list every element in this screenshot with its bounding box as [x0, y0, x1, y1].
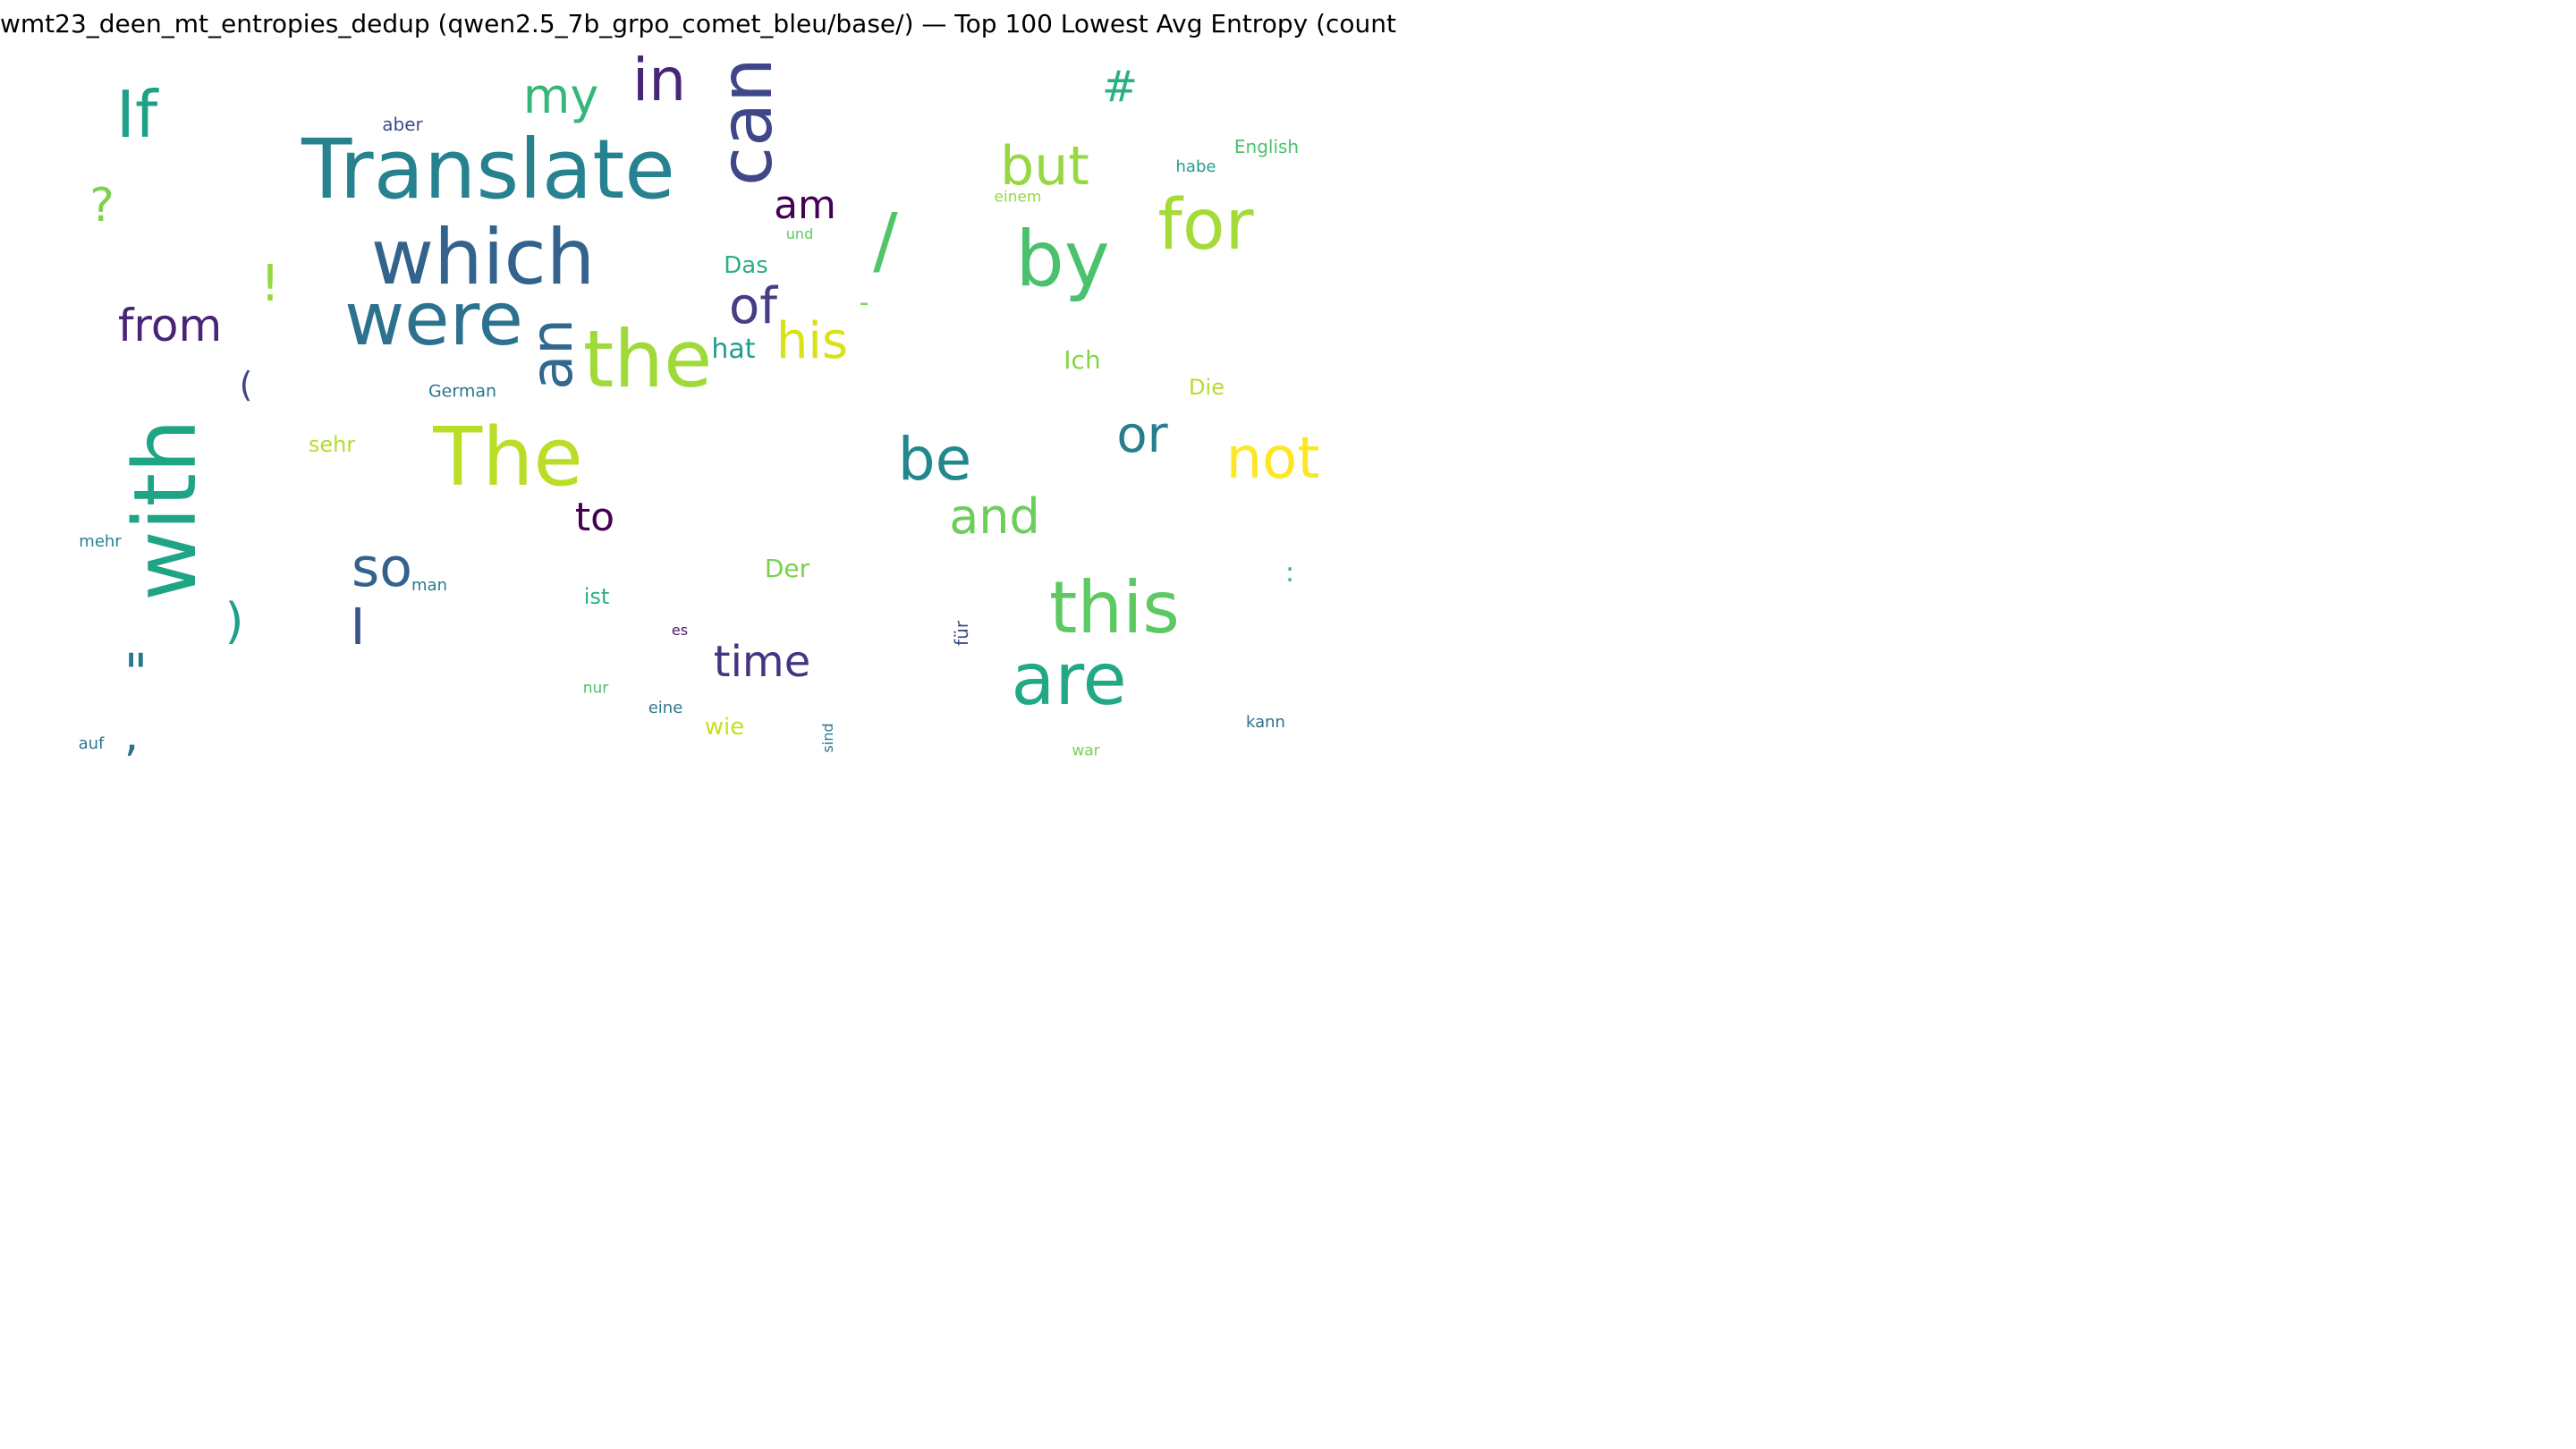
- cloud-word: I: [350, 598, 366, 657]
- cloud-word: for: [1157, 185, 1254, 266]
- cloud-word: his: [775, 312, 849, 370]
- cloud-word: Ich: [1063, 345, 1101, 375]
- cloud-word: ist: [583, 584, 610, 609]
- cloud-word: man: [411, 576, 447, 595]
- cloud-word: am: [774, 182, 836, 228]
- figure-title: wmt23_deen_mt_entropies_dedup (qwen2.5_7…: [0, 9, 1402, 38]
- cloud-word: which: [370, 213, 596, 302]
- cloud-word: !: [259, 255, 281, 313]
- cloud-word: Translate: [301, 122, 675, 217]
- cloud-word: aber: [382, 114, 423, 135]
- cloud-word: ": [123, 642, 148, 703]
- cloud-word: in: [631, 46, 687, 114]
- cloud-word: If: [115, 77, 158, 152]
- cloud-word: nur: [582, 679, 609, 698]
- cloud-word: from: [117, 300, 223, 352]
- cloud-word: mehr: [79, 532, 122, 551]
- cloud-word: kann: [1246, 713, 1285, 732]
- cloud-word: einem: [994, 188, 1042, 207]
- cloud-word: are: [1011, 638, 1127, 721]
- cloud-word: war: [1072, 741, 1100, 760]
- cloud-word: /: [873, 199, 898, 284]
- cloud-word: sind: [819, 723, 836, 753]
- cloud-word: sehr: [308, 432, 356, 457]
- cloud-word: #: [1101, 62, 1139, 112]
- cloud-word: but: [1000, 135, 1089, 198]
- cloud-word: -: [859, 287, 869, 318]
- cloud-word: es: [671, 622, 689, 639]
- cloud-word: Das: [724, 252, 768, 279]
- cloud-word: the: [582, 313, 713, 405]
- cloud-word: or: [1116, 406, 1168, 464]
- cloud-word: ,: [123, 708, 140, 762]
- cloud-word: German: [428, 381, 497, 402]
- cloud-word: ): [225, 593, 244, 649]
- cloud-word: with: [115, 419, 216, 601]
- cloud-word: hat: [711, 334, 756, 365]
- cloud-word: Der: [764, 554, 810, 583]
- cloud-word: ?: [89, 179, 114, 233]
- cloud-word: were: [344, 277, 523, 362]
- cloud-word: wie: [704, 714, 745, 741]
- cloud-word: my: [522, 68, 599, 124]
- cloud-word: and: [949, 488, 1040, 545]
- cloud-word: habe: [1175, 157, 1216, 176]
- cloud-word: an: [520, 318, 586, 390]
- cloud-word: of: [729, 277, 777, 335]
- cloud-word: und: [785, 225, 814, 242]
- cloud-word: be: [897, 425, 972, 494]
- cloud-word: :: [1284, 557, 1295, 589]
- word-cloud-figure: wmt23_deen_mt_entropies_dedup (qwen2.5_7…: [0, 0, 1402, 789]
- cloud-word: eine: [648, 699, 683, 717]
- cloud-word: Die: [1189, 375, 1224, 400]
- cloud-word: The: [433, 411, 583, 504]
- cloud-word: (: [239, 365, 253, 404]
- cloud-word: auf: [78, 734, 105, 753]
- cloud-word: English: [1233, 136, 1300, 157]
- cloud-word: not: [1225, 426, 1320, 492]
- cloud-word: time: [713, 637, 811, 687]
- cloud-word: by: [1015, 215, 1110, 304]
- cloud-word: für: [951, 621, 972, 646]
- cloud-word: to: [574, 495, 615, 540]
- cloud-word: so: [352, 537, 412, 599]
- cloud-word: can: [705, 57, 788, 186]
- cloud-word: this: [1049, 566, 1180, 649]
